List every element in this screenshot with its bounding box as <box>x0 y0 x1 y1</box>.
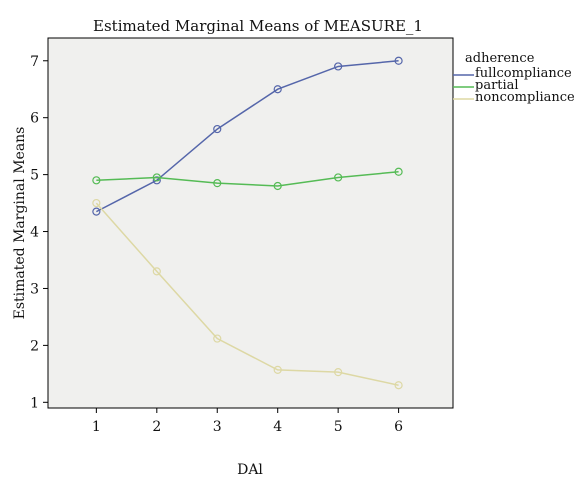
data-point <box>213 334 222 343</box>
data-point <box>394 56 403 65</box>
legend: adherence fullcompliancepartialnoncompli… <box>453 51 575 105</box>
series-noncompliance <box>92 198 403 390</box>
y-tick-label: 2 <box>30 338 39 354</box>
x-tick-label: 1 <box>92 419 101 435</box>
data-point <box>273 181 282 191</box>
y-tick-label: 6 <box>30 111 39 127</box>
x-tick-label: 6 <box>394 419 403 435</box>
y-axis-label: Estimated Marginal Means <box>12 127 28 320</box>
series-fullcompliance <box>92 56 403 216</box>
data-point <box>334 368 343 377</box>
axis-ticks: 1 2 3 4 5 6 1 2 3 4 5 6 7 <box>30 54 403 435</box>
series-line <box>96 171 399 187</box>
data-point <box>394 167 403 176</box>
data-point <box>152 267 161 276</box>
series-line <box>96 60 399 213</box>
x-tick-label: 4 <box>273 419 282 435</box>
x-tick-label: 3 <box>213 419 222 435</box>
data-point <box>334 62 343 71</box>
data-point <box>92 176 101 185</box>
data-point <box>92 198 101 208</box>
y-tick-label: 4 <box>30 225 39 241</box>
y-tick-label: 7 <box>30 54 39 70</box>
legend-label: partial <box>475 78 519 93</box>
x-tick-label: 2 <box>152 419 161 435</box>
y-tick-label: 5 <box>30 168 39 184</box>
series-layer <box>92 56 403 390</box>
data-point <box>213 124 222 134</box>
data-point <box>92 207 101 216</box>
legend-label: fullcompliance <box>475 66 572 81</box>
chart-title: Estimated Marginal Means of MEASURE_1 <box>93 17 423 35</box>
data-point <box>273 85 282 94</box>
legend-label: noncompliance <box>475 90 575 105</box>
x-tick-label: 5 <box>334 419 343 435</box>
data-point <box>273 365 282 374</box>
data-point <box>394 381 403 390</box>
x-axis-label: DAl <box>237 462 263 478</box>
data-point <box>152 173 161 182</box>
y-tick-label: 3 <box>30 281 39 297</box>
y-tick-label: 1 <box>30 395 39 411</box>
data-point <box>334 173 343 182</box>
data-point <box>213 179 222 188</box>
series-line <box>95 202 399 386</box>
series-partial <box>92 167 403 191</box>
plot-area <box>47 37 454 409</box>
legend-title: adherence <box>465 51 535 66</box>
